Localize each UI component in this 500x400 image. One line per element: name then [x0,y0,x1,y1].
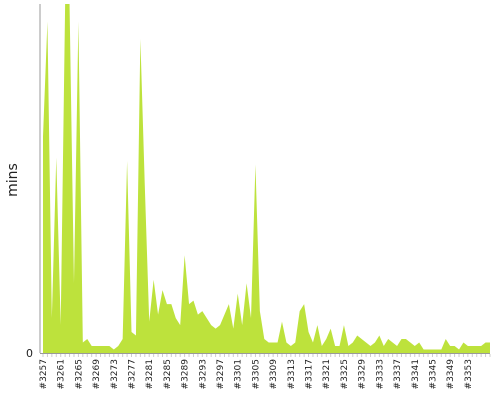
x-tick-label: #3325 [340,359,350,389]
x-tick-label: #3309 [269,359,279,390]
x-tick-label: #3321 [322,359,332,389]
x-tick-label: #3289 [181,359,191,390]
x-tick-label: #3265 [74,359,84,389]
y-tick-label: 0 [26,347,33,360]
x-tick-label: #3277 [128,359,138,389]
x-axis-tick-labels: #3257 #3261 #3265 #3269 #3273 #3277 #3281 #3285… [39,359,474,390]
y-axis-title: mins [5,163,21,197]
x-tick-label: #3281 [145,359,155,389]
x-tick-label: #3349 [446,359,456,390]
x-tick-label: #3297 [216,359,226,389]
x-tick-label: #3337 [393,359,403,389]
x-tick-label: #3329 [358,359,368,390]
x-tick-label: #3305 [251,359,261,389]
x-tick-label: #3345 [428,359,438,389]
x-axis-ticks [42,354,491,357]
y-axis-tick-labels: 0 [26,347,33,360]
x-tick-label: #3341 [411,359,421,389]
x-tick-label: #3293 [198,359,208,389]
x-tick-label: #3261 [57,359,67,389]
x-tick-label: #3285 [163,359,173,389]
x-tick-label: #3333 [375,359,385,389]
x-tick-label: #3257 [39,359,49,389]
x-tick-label: #3317 [305,359,315,389]
plot-area [43,4,490,353]
x-tick-label: #3269 [92,359,102,390]
x-tick-label: #3301 [234,359,244,389]
x-tick-label: #3353 [464,359,474,389]
x-tick-label: #3313 [287,359,297,389]
series-area [43,4,490,353]
x-tick-label: #3273 [110,359,120,389]
